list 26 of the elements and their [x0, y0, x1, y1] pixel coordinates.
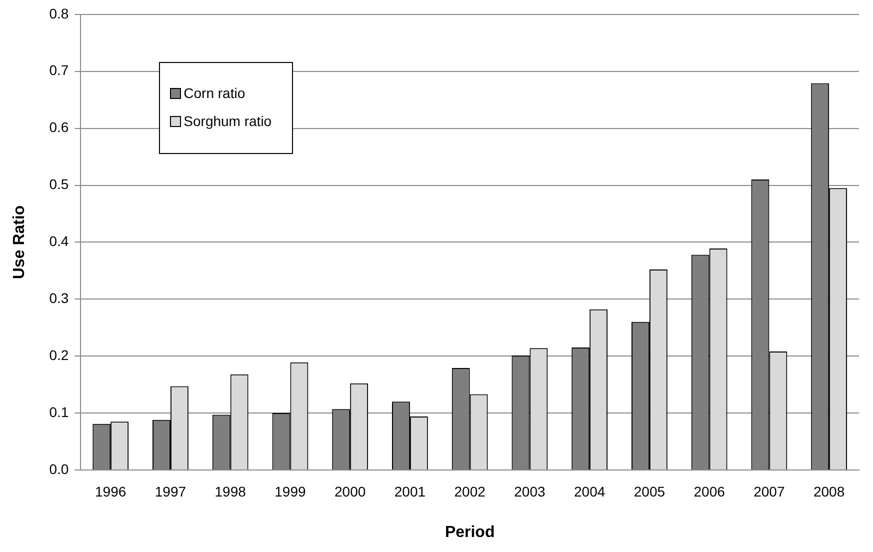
y-tick-label: 0.0 — [49, 460, 69, 477]
x-tick-label: 1996 — [95, 483, 126, 500]
y-tick-label: 0.6 — [49, 119, 69, 136]
y-tick-label: 0.3 — [49, 290, 69, 306]
legend-label: Corn ratio — [184, 85, 246, 102]
y-tick-label: 0.1 — [49, 404, 69, 420]
y-tick-label: 0.4 — [49, 233, 69, 250]
y-tick-label: 0.8 — [49, 5, 69, 22]
x-tick-label: 2000 — [334, 483, 366, 500]
y-tick-label: 0.5 — [49, 176, 69, 192]
x-tick-label: 2007 — [754, 483, 785, 500]
x-tick-label: 2008 — [813, 483, 845, 500]
x-tick-label: 2003 — [514, 483, 546, 500]
y-tick-label: 0.2 — [49, 346, 69, 363]
x-tick-label: 1997 — [154, 483, 186, 500]
y-axis-title: Use Ratio — [11, 205, 28, 280]
x-tick-label: 2005 — [634, 483, 666, 500]
legend-label: Sorghum ratio — [184, 113, 272, 130]
x-tick-label: 2004 — [574, 483, 606, 500]
x-tick-label: 2002 — [454, 483, 486, 500]
x-tick-label: 1999 — [274, 483, 306, 500]
y-tick-label: 0.7 — [49, 62, 69, 78]
x-tick-label: 1998 — [214, 483, 246, 500]
x-tick-label: 2001 — [394, 483, 426, 500]
x-tick-label: 2006 — [694, 483, 726, 500]
x-axis-title: Period — [444, 524, 495, 541]
